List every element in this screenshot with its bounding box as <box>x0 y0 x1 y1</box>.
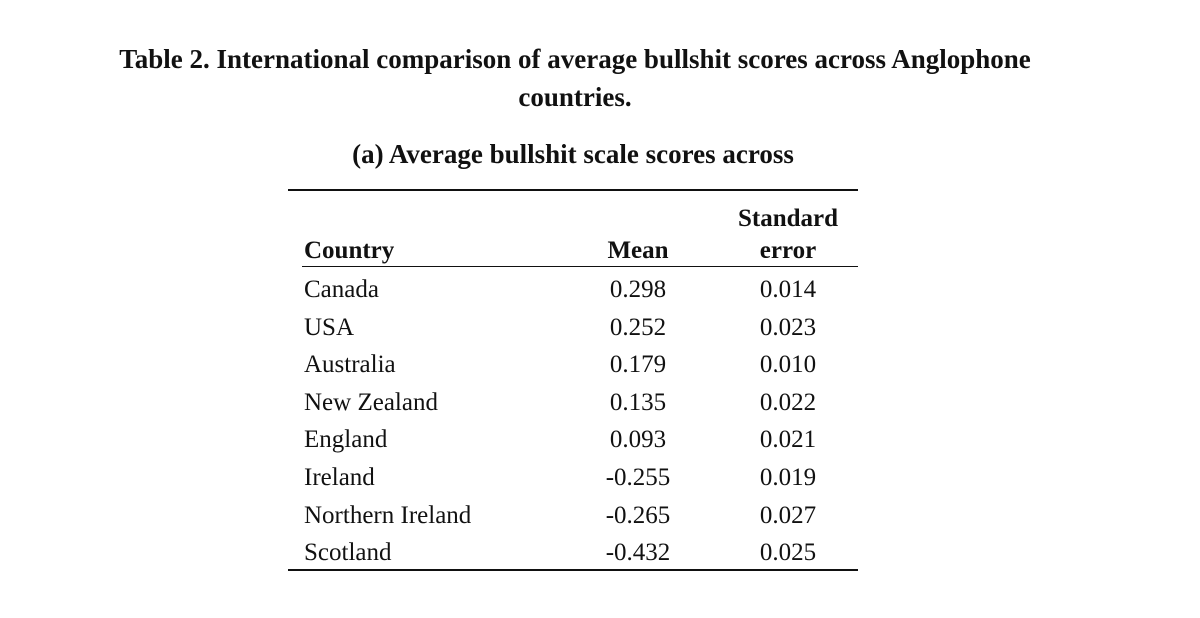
header-standard-error-line-1: Standard <box>737 205 839 232</box>
table-title-line-1: Table 2. International comparison of ave… <box>119 44 1031 74</box>
cell-mean: -0.255 <box>605 463 671 491</box>
cell-standard-error: 0.019 <box>759 463 817 491</box>
cell-country: USA <box>304 313 355 341</box>
cell-standard-error: 0.014 <box>759 276 817 303</box>
cell-standard-error: 0.022 <box>759 388 817 416</box>
cell-standard-error: 0.025 <box>759 539 817 567</box>
header-country: Country <box>304 237 395 264</box>
cell-mean: -0.265 <box>605 501 671 529</box>
table-body: Canada 0.298 0.014 USA 0.252 0.023 Austr… <box>288 275 858 576</box>
table-row: New Zealand 0.135 0.022 <box>288 388 858 426</box>
cell-standard-error: 0.023 <box>759 313 817 341</box>
table-title: Table 2. International comparison of ave… <box>0 40 1150 116</box>
cell-country: Ireland <box>304 463 375 491</box>
table-subtitle: (a) Average bullshit scale scores across <box>352 139 794 169</box>
cell-country: Australia <box>304 351 396 379</box>
table-row: Ireland -0.255 0.019 <box>288 463 858 501</box>
cell-country: England <box>304 426 388 454</box>
table-top-rule <box>288 189 858 191</box>
table-title-line-2: countries. <box>518 82 632 112</box>
table-row: Canada 0.298 0.014 <box>288 275 858 313</box>
cell-mean: 0.179 <box>609 351 667 379</box>
cell-standard-error: 0.010 <box>759 351 817 379</box>
cell-mean: 0.093 <box>609 426 667 454</box>
cell-mean: -0.432 <box>605 539 671 567</box>
header-standard-error: Standard error <box>718 203 858 267</box>
header-mean: Mean <box>607 237 669 264</box>
cell-country: Northern Ireland <box>304 501 472 529</box>
cell-country: Scotland <box>304 539 392 567</box>
cell-mean: 0.135 <box>609 388 667 416</box>
header-standard-error-line-2: error <box>759 237 817 264</box>
table-row: USA 0.252 0.023 <box>288 313 858 351</box>
table-row: England 0.093 0.021 <box>288 425 858 463</box>
cell-country: New Zealand <box>304 388 438 416</box>
cell-mean: 0.252 <box>609 313 667 341</box>
cell-country: Canada <box>304 276 379 303</box>
cell-mean: 0.298 <box>609 276 667 303</box>
header-rule <box>302 266 858 267</box>
cell-standard-error: 0.021 <box>759 426 817 454</box>
table-row: Scotland -0.432 0.025 <box>288 538 858 576</box>
table-row: Australia 0.179 0.010 <box>288 350 858 388</box>
cell-standard-error: 0.027 <box>759 501 817 529</box>
table-row: Northern Ireland -0.265 0.027 <box>288 501 858 539</box>
table-bottom-rule <box>288 569 858 571</box>
